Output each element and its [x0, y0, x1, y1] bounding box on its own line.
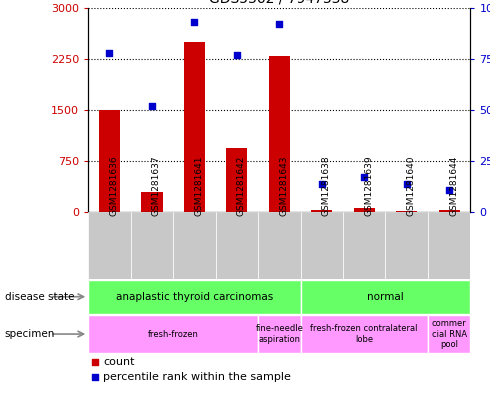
Point [148, 103, 156, 109]
Point [91, 374, 98, 380]
Text: specimen: specimen [5, 329, 55, 339]
Bar [386, 212, 428, 279]
Text: GSM1281638: GSM1281638 [322, 155, 331, 215]
Bar [300, 212, 343, 279]
Bar [300, 280, 470, 314]
Text: count: count [103, 356, 135, 367]
Bar [216, 212, 258, 279]
Point [91, 358, 98, 365]
Text: GSM1281643: GSM1281643 [279, 155, 288, 215]
Point [105, 50, 113, 56]
Text: normal: normal [367, 292, 404, 302]
Text: GSM1281640: GSM1281640 [407, 155, 416, 215]
Point [318, 180, 326, 187]
Point [403, 180, 411, 187]
Bar [354, 208, 375, 212]
Title: GDS5362 / 7947338: GDS5362 / 7947338 [209, 0, 349, 5]
Point [360, 174, 368, 181]
Bar [300, 315, 428, 353]
Bar [88, 315, 258, 353]
Bar [311, 210, 332, 212]
Point [233, 52, 241, 58]
Text: fresh-frozen: fresh-frozen [147, 330, 198, 338]
Bar [88, 212, 131, 279]
Text: anaplastic thyroid carcinomas: anaplastic thyroid carcinomas [116, 292, 273, 302]
Bar [99, 110, 120, 212]
Bar [173, 212, 216, 279]
Text: disease state: disease state [5, 292, 74, 302]
Bar [258, 315, 300, 353]
Text: GSM1281644: GSM1281644 [449, 155, 458, 215]
Text: GSM1281639: GSM1281639 [364, 155, 373, 215]
Point [445, 187, 453, 193]
Bar [428, 315, 470, 353]
Bar [184, 42, 205, 212]
Bar [226, 147, 247, 212]
Text: percentile rank within the sample: percentile rank within the sample [103, 372, 291, 382]
Bar [258, 212, 300, 279]
Text: GSM1281637: GSM1281637 [152, 155, 161, 215]
Bar [428, 212, 470, 279]
Text: fine-needle
aspiration: fine-needle aspiration [255, 324, 303, 344]
Text: GSM1281641: GSM1281641 [195, 155, 203, 215]
Bar [141, 192, 163, 212]
Text: fresh-frozen contralateral
lobe: fresh-frozen contralateral lobe [311, 324, 418, 344]
Point [275, 21, 283, 28]
Bar [131, 212, 173, 279]
Bar [88, 280, 300, 314]
Bar [269, 55, 290, 212]
Bar [343, 212, 386, 279]
Text: GSM1281636: GSM1281636 [109, 155, 119, 215]
Text: GSM1281642: GSM1281642 [237, 155, 246, 215]
Bar [439, 210, 460, 212]
Text: commer
cial RNA
pool: commer cial RNA pool [432, 319, 467, 349]
Point [191, 19, 198, 25]
Bar [396, 211, 417, 212]
